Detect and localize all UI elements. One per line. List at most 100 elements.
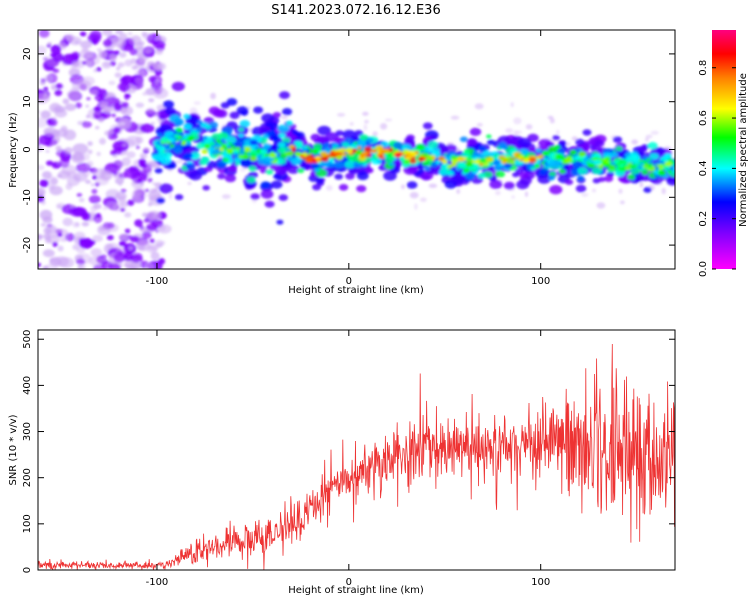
heatmap-faint-cell bbox=[513, 117, 522, 125]
heatmap-ridge-cell bbox=[249, 139, 258, 146]
heatmap-faint-cell bbox=[510, 102, 514, 108]
heatmap-noise-cell bbox=[123, 252, 134, 261]
heatmap-noise-cell bbox=[120, 201, 129, 208]
heatmap-faint-cell bbox=[337, 113, 346, 117]
heatmap-noise-cell bbox=[39, 179, 49, 188]
heatmap-ridge-cell bbox=[549, 185, 563, 195]
heatmap-noise-cell bbox=[50, 44, 62, 55]
colorbar: 0.0 0.2 0.4 0.6 0.8 Normalized spectral ampl… bbox=[698, 30, 749, 277]
heatmap-noise-cell bbox=[101, 61, 112, 69]
heatmap-faint-cell bbox=[221, 194, 231, 200]
spectrogram-y-tick-label: 10 bbox=[22, 95, 33, 108]
heatmap-ridge-cell bbox=[426, 154, 432, 158]
heatmap-ridge-cell bbox=[462, 157, 467, 161]
heatmap-noise-cell bbox=[72, 143, 89, 155]
heatmap-noise-cell bbox=[77, 120, 84, 126]
heatmap-ridge-cell bbox=[262, 133, 270, 139]
heatmap-noise-cell bbox=[42, 249, 55, 258]
heatmap-ridge-cell bbox=[174, 194, 184, 201]
snr-y-tick-label: 500 bbox=[22, 330, 33, 349]
heatmap-faint-cell bbox=[364, 119, 369, 124]
heatmap-ridge-cell bbox=[667, 169, 673, 174]
heatmap-ridge-cell bbox=[197, 120, 203, 125]
heatmap-noise-cell bbox=[159, 87, 165, 91]
spectrogram-x-tick-label: -100 bbox=[146, 276, 169, 287]
heatmap-ridge-cell bbox=[264, 200, 275, 208]
heatmap-noise-cell bbox=[145, 263, 155, 269]
heatmap-ridge-cell bbox=[548, 175, 555, 181]
heatmap-noise-cell bbox=[93, 203, 102, 210]
heatmap-noise-cell bbox=[126, 264, 136, 269]
heatmap-noise-cell bbox=[47, 42, 52, 46]
heatmap-faint-cell bbox=[428, 183, 438, 188]
heatmap-noise-cell bbox=[124, 228, 131, 234]
heatmap-ridge-cell bbox=[221, 143, 227, 149]
heatmap-ridge-cell bbox=[287, 164, 300, 174]
heatmap-ridge-cell bbox=[446, 170, 455, 176]
heatmap-ridge-cell bbox=[202, 185, 210, 191]
heatmap-noise-cell bbox=[54, 109, 68, 118]
heatmap-ridge-cell bbox=[276, 219, 284, 225]
heatmap-noise-cell bbox=[106, 234, 114, 241]
heatmap-noise-cell bbox=[125, 135, 142, 146]
heatmap-noise-cell bbox=[91, 183, 95, 187]
heatmap-noise-cell bbox=[134, 60, 146, 69]
heatmap-noise-cell bbox=[45, 149, 50, 153]
heatmap-noise-cell bbox=[93, 68, 99, 73]
heatmap-faint-cell bbox=[495, 190, 501, 196]
heatmap-noise-cell bbox=[128, 38, 136, 45]
heatmap-ridge-cell bbox=[406, 181, 418, 189]
heatmap-noise-cell bbox=[135, 77, 143, 86]
heatmap-ridge-cell bbox=[277, 124, 290, 133]
heatmap-ridge-cell bbox=[646, 158, 651, 162]
heatmap-noise-cell bbox=[42, 93, 50, 99]
heatmap-noise-cell bbox=[128, 246, 134, 251]
heatmap-noise-cell bbox=[115, 30, 123, 35]
heatmap-ridge-cell bbox=[663, 165, 671, 170]
heatmap-ridge-cell bbox=[261, 113, 275, 123]
heatmap-faint-cell bbox=[547, 115, 554, 120]
heatmap-ridge-cell bbox=[517, 155, 524, 160]
heatmap-faint-cell bbox=[187, 181, 192, 185]
heatmap-ridge-cell bbox=[629, 164, 637, 170]
heatmap-faint-cell bbox=[550, 117, 555, 124]
heatmap-ridge-cell bbox=[229, 111, 240, 120]
heatmap-ridge-cell bbox=[183, 123, 192, 130]
heatmap-faint-cell bbox=[631, 139, 639, 145]
heatmap-noise-cell bbox=[111, 57, 117, 62]
heatmap-faint-cell bbox=[384, 118, 393, 122]
heatmap-ridge-cell bbox=[228, 165, 237, 172]
heatmap-ridge-cell bbox=[291, 147, 297, 150]
heatmap-noise-cell bbox=[121, 157, 131, 167]
heatmap-ridge-cell bbox=[246, 176, 256, 184]
heatmap-ridge-cell bbox=[186, 163, 196, 170]
heatmap-ridge-cell bbox=[616, 161, 623, 166]
heatmap-ridge-cell bbox=[472, 151, 479, 156]
heatmap-ridge-cell bbox=[238, 133, 244, 138]
heatmap-ridge-cell bbox=[154, 167, 163, 174]
heatmap-noise-cell bbox=[121, 102, 129, 108]
heatmap-ridge-cell bbox=[590, 145, 603, 154]
heatmap-ridge-cell bbox=[259, 168, 268, 174]
heatmap-ridge-cell bbox=[196, 142, 207, 150]
heatmap-noise-cell bbox=[117, 62, 125, 68]
heatmap-noise-cell bbox=[88, 256, 103, 266]
heatmap-ridge-cell bbox=[238, 154, 244, 159]
heatmap-ridge-cell bbox=[427, 140, 438, 149]
heatmap-ridge-cell bbox=[319, 151, 328, 157]
snr-y-tick-label: 0 bbox=[22, 567, 33, 573]
heatmap-noise-cell bbox=[148, 76, 157, 83]
heatmap-noise-cell bbox=[124, 167, 140, 179]
heatmap-ridge-cell bbox=[315, 156, 322, 160]
heatmap-noise-cell bbox=[78, 237, 94, 249]
heatmap-ridge-cell bbox=[610, 152, 619, 158]
heatmap-ridge-cell bbox=[341, 152, 347, 157]
heatmap-noise-cell bbox=[86, 160, 94, 168]
heatmap-ridge-cell bbox=[327, 163, 334, 168]
heatmap-ridge-cell bbox=[226, 148, 234, 153]
heatmap-ridge-cell bbox=[165, 107, 176, 116]
heatmap-ridge-cell bbox=[573, 161, 581, 168]
heatmap-ridge-cell bbox=[220, 102, 230, 109]
heatmap-ridge-cell bbox=[495, 170, 506, 178]
heatmap-noise-cell bbox=[119, 52, 127, 58]
